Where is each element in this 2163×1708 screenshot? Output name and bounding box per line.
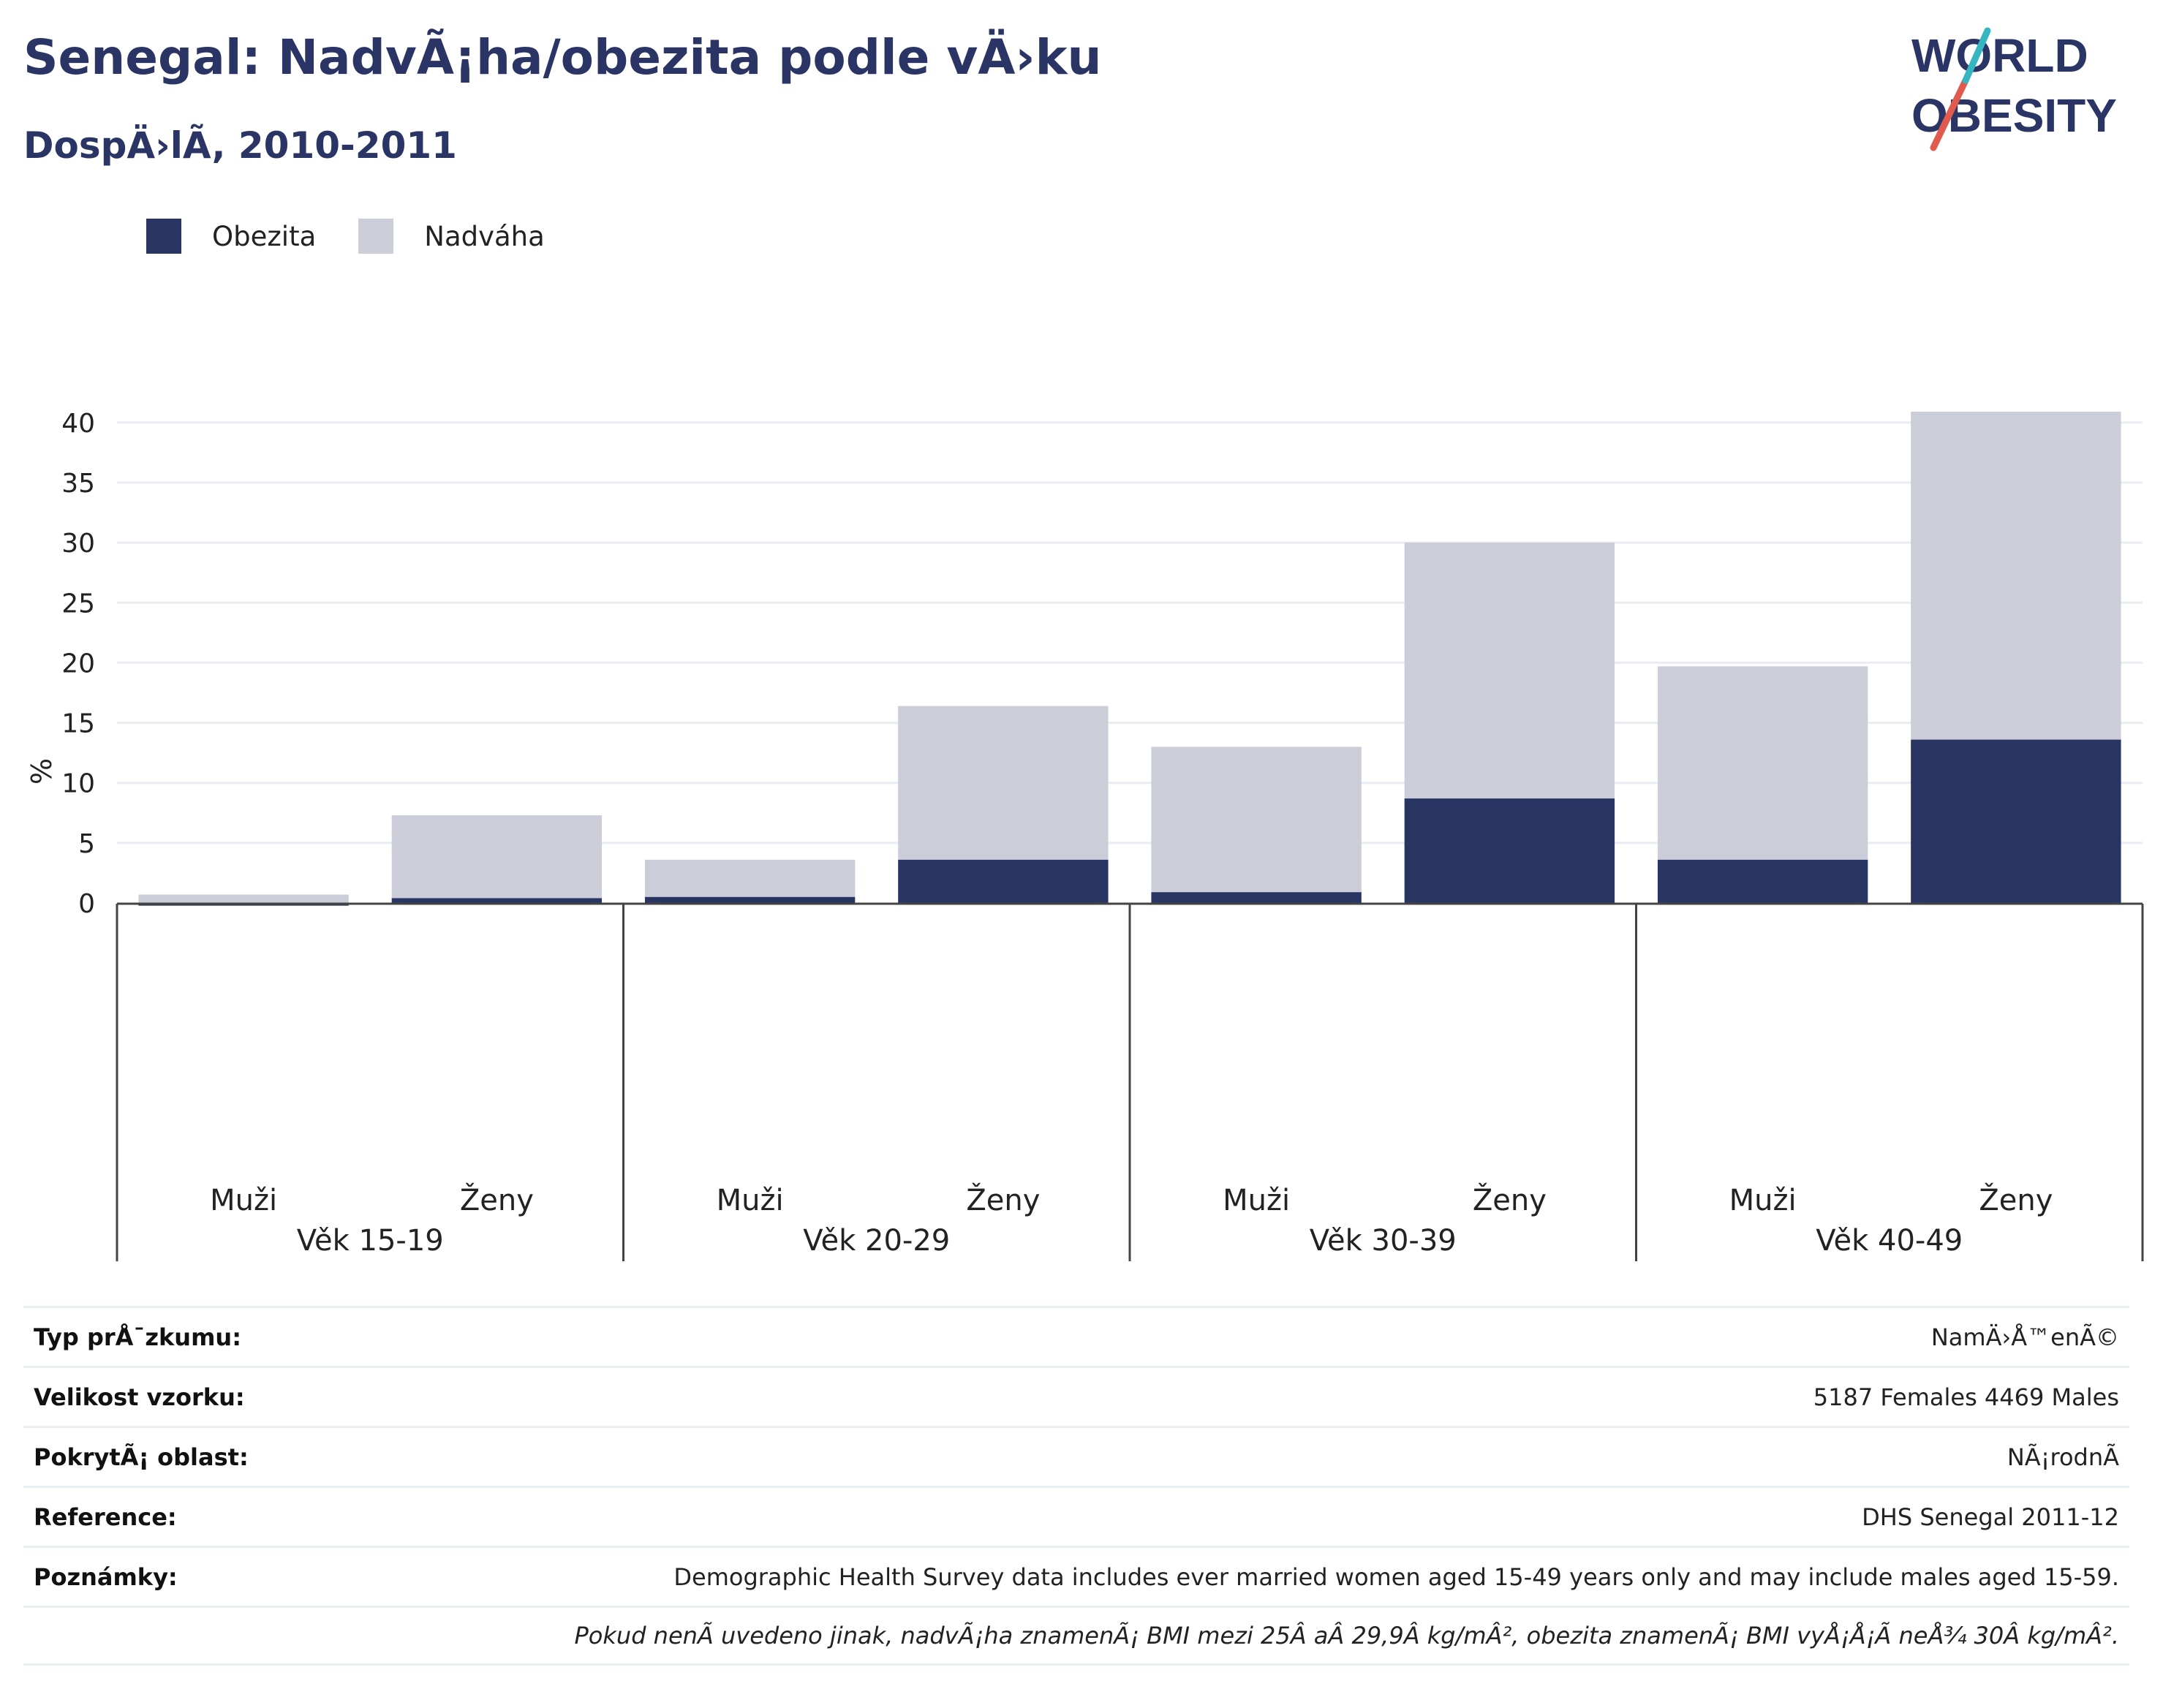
- bar-chart: 0 5 10 15 20 25 30 35 40% Muži Ženy Muži Ženy Muži Žen…: [26, 409, 2144, 1261]
- bar-obezita: [1911, 739, 2121, 903]
- logo-line1: WORLD: [1911, 29, 2088, 82]
- y-tick-label: 20: [61, 649, 95, 679]
- bar-nadvaha: [1151, 747, 1362, 893]
- y-tick-label: 30: [61, 529, 95, 559]
- info-row-reference: Reference: DHS Senegal 2011-12: [23, 1486, 2129, 1546]
- bar-nadvaha: [1404, 543, 1615, 799]
- bar-obezita: [1404, 798, 1615, 903]
- info-key: Typ prÅ¯zkumu:: [34, 1323, 241, 1351]
- info-row-bmi-note: Pokud nenÃ uvedeno jinak, nadvÃ¡ha zname…: [23, 1606, 2129, 1666]
- y-tick-label: 40: [61, 409, 95, 439]
- bar-obezita: [1151, 892, 1362, 903]
- group-label: Věk 30-39: [1310, 1224, 1457, 1258]
- legend-swatch-obezita: [146, 219, 181, 254]
- x-tick-label: Ženy: [966, 1182, 1040, 1217]
- info-value: 5187 Females 4469 Males: [1813, 1383, 2119, 1411]
- info-key: Velikost vzorku:: [34, 1383, 245, 1411]
- bar-obezita: [391, 898, 603, 903]
- y-tick-label: 35: [61, 469, 95, 499]
- x-tick-label: Muži: [1223, 1184, 1290, 1217]
- info-value: Demographic Health Survey data includes …: [673, 1562, 2119, 1591]
- y-axis-label: %: [26, 758, 58, 785]
- x-tick-label: Ženy: [460, 1182, 534, 1217]
- world-obesity-logo: WORLD OBESITY: [1911, 27, 2117, 151]
- bmi-footnote: Pokud nenÃ uvedeno jinak, nadvÃ¡ha zname…: [574, 1622, 2120, 1650]
- legend-swatch-nadvaha: [358, 219, 394, 254]
- info-value: NÃ¡rodnÃ: [2007, 1443, 2119, 1471]
- group-label: Věk 20-29: [803, 1224, 950, 1258]
- group-label: Věk 15-19: [297, 1224, 444, 1258]
- bar-nadvaha: [1911, 412, 2121, 740]
- bar-obezita: [1657, 859, 1868, 903]
- x-tick-label: Ženy: [1473, 1182, 1547, 1217]
- legend-item-nadvaha[interactable]: Nadváha: [358, 219, 545, 254]
- chart-subtitle: DospÄ›lÃ, 2010-2011: [23, 124, 457, 167]
- x-tick-label: Ženy: [1979, 1182, 2053, 1217]
- bar-nadvaha: [898, 706, 1109, 860]
- x-tick-label: Muži: [717, 1184, 784, 1217]
- legend-label: Obezita: [212, 220, 317, 252]
- bar-nadvaha: [1657, 666, 1868, 860]
- bar-obezita: [898, 859, 1109, 903]
- info-key: Poznámky:: [34, 1562, 178, 1591]
- bar-nadvaha: [391, 815, 603, 899]
- chart-legend: Obezita Nadváha: [146, 216, 587, 257]
- info-value: DHS Senegal 2011-12: [1862, 1503, 2119, 1531]
- x-tick-label: Muži: [210, 1184, 277, 1217]
- info-row-survey-type: Typ prÅ¯zkumu: NamÄ›Å™enÃ©: [23, 1306, 2129, 1366]
- info-row-notes: Poznámky: Demographic Health Survey data…: [23, 1546, 2129, 1606]
- chart-title: Senegal: NadvÃ¡ha/obezita podle vÄ›ku: [23, 29, 1102, 86]
- info-row-sample-size: Velikost vzorku: 5187 Females 4469 Males: [23, 1366, 2129, 1426]
- info-key: Reference:: [34, 1503, 177, 1531]
- x-tick-label: Muži: [1729, 1184, 1797, 1217]
- legend-item-obezita[interactable]: Obezita: [146, 219, 316, 254]
- info-value: NamÄ›Å™enÃ©: [1930, 1323, 2119, 1351]
- bar-obezita: [644, 896, 856, 903]
- bar-nadvaha: [644, 859, 856, 897]
- y-tick-label: 5: [78, 829, 95, 859]
- y-tick-label: 0: [78, 889, 95, 919]
- info-table: Typ prÅ¯zkumu: NamÄ›Å™enÃ© Velikost vzor…: [23, 1306, 2129, 1666]
- group-label: Věk 40-49: [1816, 1224, 1963, 1258]
- legend-label: Nadváha: [424, 220, 545, 252]
- y-tick-label: 10: [61, 769, 95, 799]
- bar-nadvaha: [138, 894, 349, 903]
- info-key: PokrytÃ¡ oblast:: [34, 1443, 249, 1471]
- y-tick-label: 25: [61, 589, 95, 619]
- y-tick-label: 15: [61, 709, 95, 739]
- info-row-area: PokrytÃ¡ oblast: NÃ¡rodnÃ: [23, 1426, 2129, 1486]
